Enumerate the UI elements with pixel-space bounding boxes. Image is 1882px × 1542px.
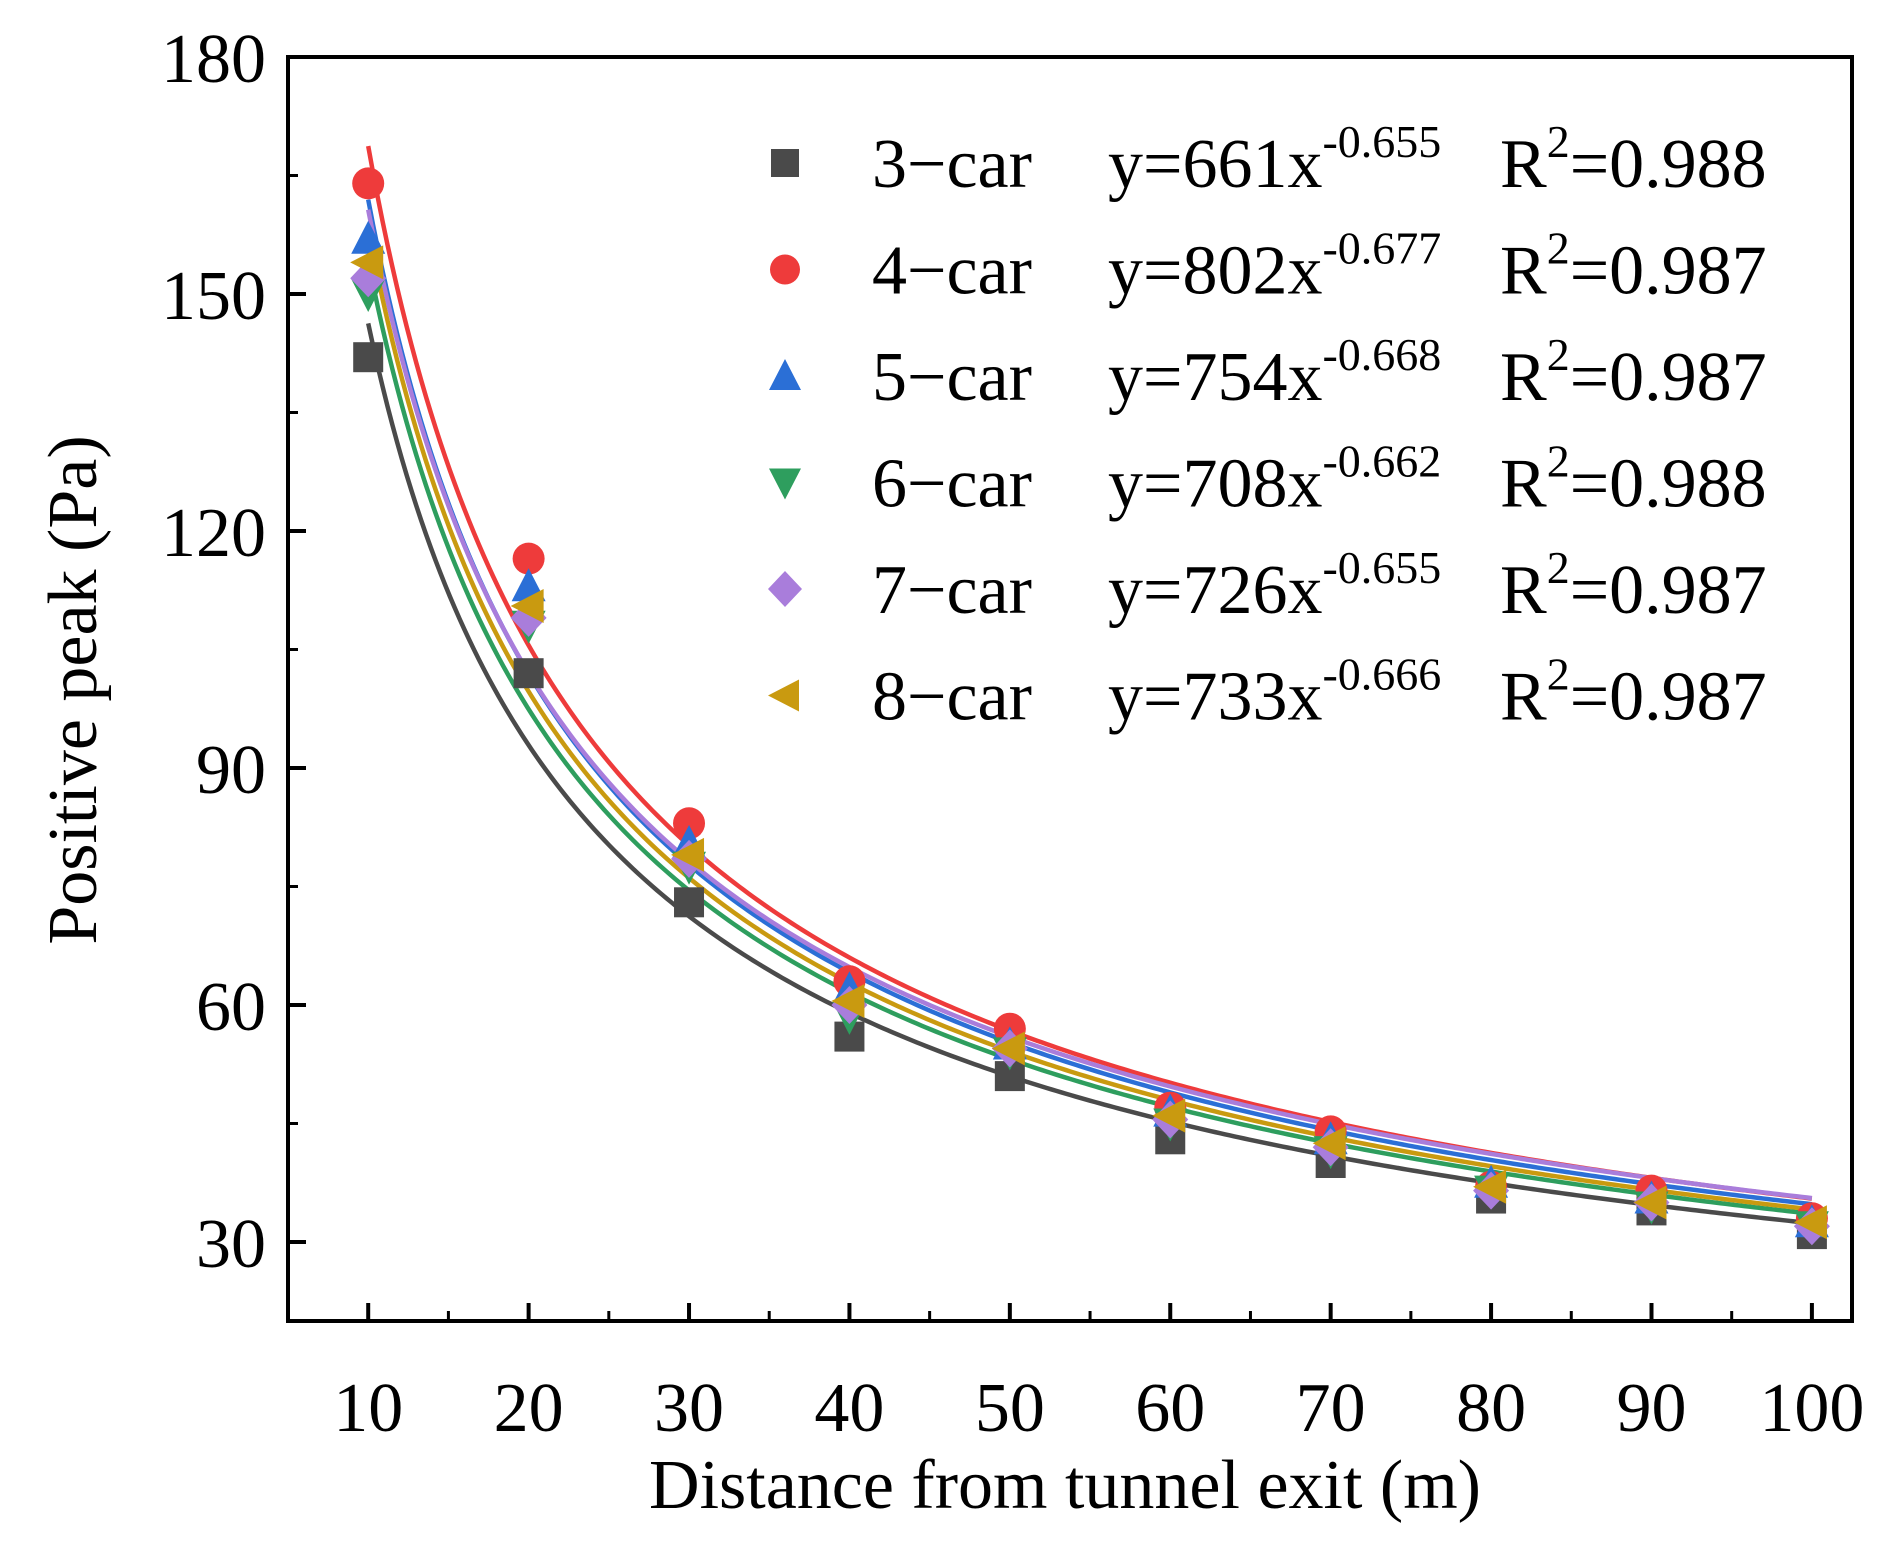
marker-8-car-90 <box>1633 1185 1667 1220</box>
legend-equation-8-car: y=733x-0.666 <box>1108 649 1441 736</box>
legend-r2-8-car: R2=0.987 <box>1500 649 1767 736</box>
x-axis-title: Distance from tunnel exit (m) <box>649 1447 1481 1524</box>
legend-entry-8-car: 8−car y=733x-0.666 R2=0.987 <box>768 649 1767 736</box>
legend-equation-5-car: y=754x-0.668 <box>1108 329 1441 416</box>
legend-label-7-car: 7−car <box>872 552 1032 629</box>
legend-equation-4-car: y=802x-0.677 <box>1108 223 1441 310</box>
marker-8-car-60 <box>1152 1098 1186 1133</box>
legend-r2-3-car: R2=0.988 <box>1500 116 1767 203</box>
legend-label-8-car: 8−car <box>872 659 1032 736</box>
marker-3-car-30 <box>674 887 705 918</box>
legend-label-4-car: 4−car <box>872 233 1032 310</box>
legend: 3−car y=661x-0.655 R2=0.988 4−car y=802x-0.6… <box>768 116 1767 736</box>
marker-8-car-30 <box>671 837 705 872</box>
legend-label-5-car: 5−car <box>872 339 1032 416</box>
y-tick-label-150: 150 <box>161 258 266 335</box>
legend-equation-6-car: y=708x-0.662 <box>1108 436 1441 523</box>
x-tick-label-40: 40 <box>814 1370 884 1447</box>
marker-3-car-20 <box>513 658 544 689</box>
marker-8-car-100 <box>1793 1205 1827 1240</box>
legend-r2-7-car: R2=0.987 <box>1500 542 1767 629</box>
legend-r2-6-car: R2=0.988 <box>1500 436 1767 523</box>
legend-r2-4-car: R2=0.987 <box>1500 223 1767 310</box>
marker-8-car-70 <box>1312 1126 1346 1161</box>
marker-4-car-20 <box>512 542 545 575</box>
x-tick-label-90: 90 <box>1616 1370 1686 1447</box>
y-tick-label-90: 90 <box>196 732 266 809</box>
legend-marker-5-car <box>769 359 801 390</box>
x-tick-label-20: 20 <box>494 1370 564 1447</box>
legend-equation-3-car: y=661x-0.655 <box>1108 116 1441 203</box>
marker-5-car-10 <box>351 220 386 254</box>
x-tick-label-60: 60 <box>1135 1370 1205 1447</box>
legend-label-3-car: 3−car <box>872 126 1032 203</box>
fit-curve-3-car <box>366 322 1813 1226</box>
x-tick-label-80: 80 <box>1456 1370 1526 1447</box>
legend-entry-6-car: 6−car y=708x-0.662 R2=0.988 <box>769 436 1767 523</box>
marker-8-car-50 <box>991 1031 1025 1066</box>
legend-equation-7-car: y=726x-0.655 <box>1108 542 1441 629</box>
tick-labels: 10 20 30 40 50 60 70 80 90 100 30 60 90 120 150 180 <box>161 21 1864 1447</box>
legend-marker-4-car <box>770 254 800 285</box>
x-tick-label-70: 70 <box>1296 1370 1366 1447</box>
fit-curve-8-car <box>366 229 1813 1212</box>
x-tick-label-50: 50 <box>975 1370 1045 1447</box>
marker-4-car-10 <box>352 167 385 200</box>
marker-8-car-40 <box>831 984 865 1019</box>
fit-curve-6-car <box>366 260 1813 1216</box>
legend-marker-3-car <box>771 149 799 177</box>
y-tick-label-60: 60 <box>196 969 266 1046</box>
legend-marker-8-car <box>768 679 799 712</box>
legend-entry-5-car: 5−car y=754x-0.668 R2=0.987 <box>769 329 1767 416</box>
x-tick-label-30: 30 <box>654 1370 724 1447</box>
fit-curves <box>365 145 1813 1226</box>
plot-frame <box>286 55 1854 1323</box>
legend-entry-4-car: 4−car y=802x-0.677 R2=0.987 <box>770 223 1767 310</box>
marker-8-car-10 <box>350 245 384 280</box>
legend-label-6-car: 6−car <box>872 446 1032 523</box>
legend-r2-5-car: R2=0.987 <box>1500 329 1767 416</box>
marker-3-car-10 <box>353 342 384 373</box>
marker-8-car-20 <box>510 589 544 624</box>
axis-ticks <box>288 55 1814 1321</box>
marker-8-car-80 <box>1473 1169 1507 1204</box>
y-tick-label-120: 120 <box>161 495 266 572</box>
x-tick-label-10: 10 <box>333 1370 403 1447</box>
marker-4-car-30 <box>673 807 706 840</box>
y-tick-label-180: 180 <box>161 21 266 98</box>
fit-curve-7-car <box>366 209 1813 1201</box>
x-tick-label-100: 100 <box>1759 1370 1864 1447</box>
legend-entry-7-car: 7−car y=726x-0.655 R2=0.987 <box>768 542 1767 629</box>
y-axis-title: Positive peak (Pa) <box>35 435 112 944</box>
legend-marker-7-car <box>768 571 802 607</box>
data-points <box>350 167 1830 1250</box>
legend-marker-6-car <box>769 468 801 500</box>
legend-entry-3-car: 3−car y=661x-0.655 R2=0.988 <box>771 116 1767 203</box>
y-tick-label-30: 30 <box>196 1206 266 1283</box>
